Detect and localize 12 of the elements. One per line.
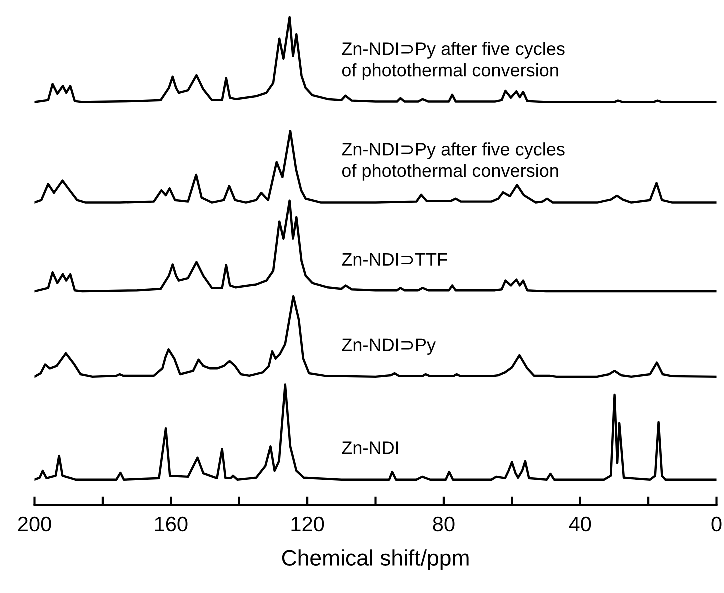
x-tick-label: 0 bbox=[712, 516, 722, 532]
series-label: Zn-NDI⊃TTF bbox=[342, 253, 448, 266]
series-label: Zn-NDI⊃Py after five cycles of photothermal conversion bbox=[342, 42, 565, 80]
x-tick-label: 80 bbox=[433, 516, 455, 532]
x-tick-label: 120 bbox=[292, 516, 324, 532]
x-tick-label: 160 bbox=[155, 516, 188, 532]
x-axis-title: Chemical shift/ppm bbox=[282, 550, 469, 570]
x-tick-label: 40 bbox=[569, 516, 592, 532]
x-tick-label: 200 bbox=[18, 516, 52, 532]
series-label: Zn-NDI⊃Py after five cycles of photothermal conversion bbox=[342, 142, 565, 181]
series-label: Zn-NDI bbox=[342, 442, 398, 454]
series-label: Zn-NDI⊃Py bbox=[342, 338, 436, 355]
